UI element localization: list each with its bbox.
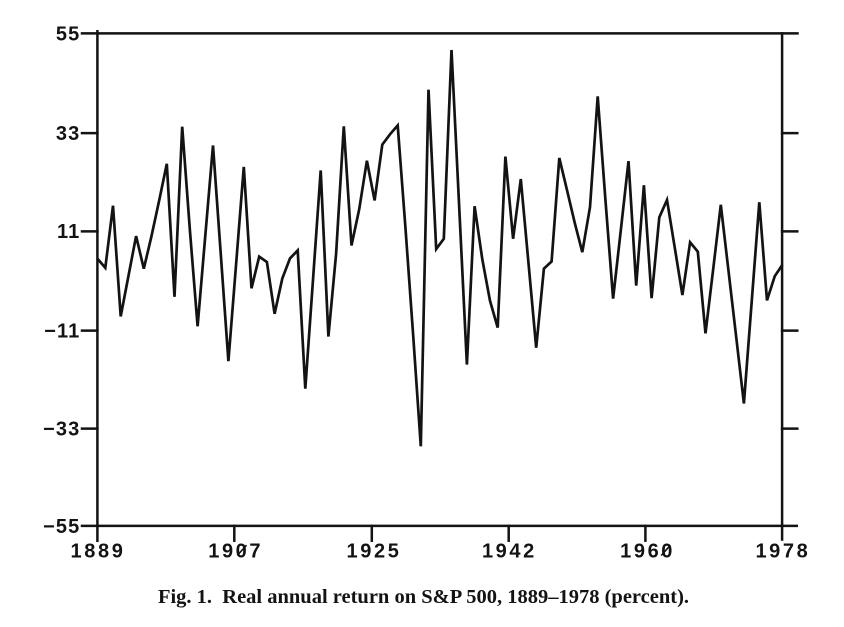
svg-text:Fig. 1. Real annual return on: Fig. 1. Real annual return on S&P 500, 1… — [158, 586, 689, 608]
svg-text:1978: 1978 — [755, 541, 810, 563]
svg-text:1942: 1942 — [482, 541, 537, 563]
svg-text:1889: 1889 — [71, 541, 126, 563]
svg-text:1907: 1907 — [208, 541, 263, 563]
svg-text:−55: −55 — [43, 516, 81, 538]
svg-text:1960: 1960 — [620, 541, 675, 563]
svg-text:11: 11 — [57, 221, 81, 243]
svg-text:1925: 1925 — [347, 541, 402, 563]
svg-text:−33: −33 — [43, 418, 81, 440]
svg-text:−11: −11 — [44, 320, 80, 342]
svg-text:55: 55 — [56, 23, 81, 45]
svg-text:33: 33 — [56, 123, 81, 145]
